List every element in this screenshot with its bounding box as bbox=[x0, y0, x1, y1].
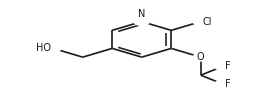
Circle shape bbox=[134, 18, 149, 25]
Circle shape bbox=[193, 53, 209, 61]
Text: Cl: Cl bbox=[203, 17, 213, 27]
Circle shape bbox=[193, 18, 209, 25]
Circle shape bbox=[215, 80, 230, 88]
Text: O: O bbox=[197, 52, 204, 62]
Circle shape bbox=[46, 45, 61, 52]
Text: F: F bbox=[225, 61, 230, 71]
Text: HO: HO bbox=[36, 43, 51, 53]
Text: F: F bbox=[225, 79, 230, 89]
Text: N: N bbox=[138, 9, 146, 19]
Circle shape bbox=[215, 63, 230, 70]
